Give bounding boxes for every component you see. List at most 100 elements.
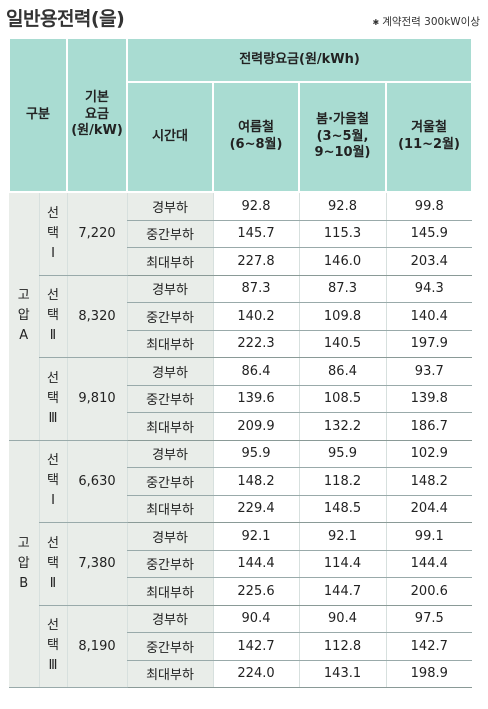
spring-fall-rate: 115.3 [298,220,387,248]
winter-rate: 97.5 [385,605,473,633]
header-spring-fall-line2: (3~5월, [316,128,369,144]
base-rate-value: 8,320 [66,275,128,358]
base-rate-value: 6,630 [66,440,128,523]
spring-fall-rate: 118.2 [298,467,387,496]
winter-rate: 197.9 [385,330,473,358]
option-label-char: 택 [47,308,59,324]
base-rate-value: 9,810 [66,357,128,441]
time-period: 경부하 [126,357,214,386]
spring-fall-rate: 109.8 [298,302,387,331]
time-period: 최대부하 [126,495,214,523]
winter-rate: 204.4 [385,495,473,523]
spring-fall-rate: 146.0 [298,247,387,276]
spring-fall-rate: 95.9 [298,440,387,468]
winter-rate: 94.3 [385,275,473,303]
winter-rate: 144.4 [385,550,473,578]
time-period: 최대부하 [126,660,214,688]
summer-rate: 209.9 [212,412,300,441]
table-row: 선 택 Ⅲ 8,190 경부하 90.4 90.4 97.5 [9,605,473,688]
header-winter: 겨울철 (11~2월) [385,81,474,193]
header-spring-fall: 봄·가을철 (3~5월, 9~10월) [298,81,388,193]
header-energy-rate: 전력량요금(원/kWh) [126,37,474,83]
voltage-group-char: 압 [17,308,30,324]
summer-rate: 224.0 [212,660,300,688]
time-period: 경부하 [126,192,214,221]
summer-rate: 227.8 [212,247,300,276]
option-label-char: Ⅱ [49,575,57,591]
summer-rate: 139.6 [212,385,300,413]
voltage-group-char: B [19,575,29,591]
option-label-char: Ⅰ [51,245,55,261]
voltage-group-char: A [19,328,29,344]
header-spring-fall-line1: 봄·가을철 [316,111,369,127]
summer-rate: 140.2 [212,302,300,331]
time-period: 경부하 [126,275,214,303]
table-body: 고 압 A 선 택 Ⅰ 7,220 경부하 92.8 92.8 99.8 중간부하 145.7 115.3… [9,192,473,688]
summer-rate: 148.2 [212,467,300,496]
summer-rate: 86.4 [212,357,300,386]
spring-fall-rate: 86.4 [298,357,387,386]
header-category: 구분 [7,37,69,193]
spring-fall-rate: 90.4 [298,605,387,633]
winter-rate: 140.4 [385,302,473,331]
header-winter-line1: 겨울철 [411,120,447,136]
summer-rate: 90.4 [212,605,300,633]
summer-rate: 225.6 [212,577,300,606]
time-period: 중간부하 [126,550,214,578]
option-label-char: 선 [47,205,59,221]
voltage-group-char: 고 [17,535,30,551]
asterisk-icon: ✱ [372,18,380,27]
option-label-char: 선 [47,288,59,304]
header-winter-line2: (11~2월) [398,137,460,152]
header-base-rate: 기본 요금 (원/kW) [66,37,129,193]
table-row: 최대부하 222.3 140.5 197.9 [9,330,473,358]
table-row: 중간부하 140.2 109.8 140.4 [9,302,473,331]
summer-rate: 142.7 [212,632,300,661]
header-time: 시간대 [126,81,215,193]
time-period: 경부하 [126,440,214,468]
page-title: 일반용전력(을) [6,8,125,30]
header-base-rate-line3: (원/kW) [71,123,123,139]
summer-rate: 92.1 [212,522,300,551]
table-row: 중간부하 142.7 112.8 142.7 [9,632,473,661]
summer-rate: 222.3 [212,330,300,358]
spring-fall-rate: 132.2 [298,412,387,441]
winter-rate: 139.8 [385,385,473,413]
header-base-rate-line1: 기본 [85,89,109,105]
voltage-group-char: 고 [17,288,30,304]
option-label-char: Ⅲ [48,658,58,674]
spring-fall-rate: 148.5 [298,495,387,523]
option-label-char: 선 [47,453,59,469]
option-label-char: 택 [47,473,59,489]
summer-rate: 229.4 [212,495,300,523]
option-label-char: 택 [47,390,59,406]
summer-rate: 87.3 [212,275,300,303]
spring-fall-rate: 108.5 [298,385,387,413]
time-period: 최대부하 [126,247,214,276]
header-spring-fall-line3: 9~10월) [314,145,371,161]
header-summer-line2: (6~8월) [229,137,283,152]
base-rate-value: 8,190 [66,605,128,688]
rate-table: 구분 기본 요금 (원/kW) 전력량요금(원/kWh) 시간대 여름철 (6~… [7,37,474,688]
table-row: 중간부하 148.2 118.2 148.2 [9,467,473,496]
option-label-char: Ⅲ [48,410,58,426]
option-label-char: Ⅱ [49,328,57,344]
time-period: 중간부하 [126,220,214,248]
winter-rate: 142.7 [385,632,473,661]
time-period: 최대부하 [126,577,214,606]
option-label-char: 선 [47,535,59,551]
option-label-char: 택 [47,555,59,571]
summer-rate: 95.9 [212,440,300,468]
time-period: 최대부하 [126,330,214,358]
winter-rate: 200.6 [385,577,473,606]
time-period: 중간부하 [126,632,214,661]
winter-rate: 99.1 [385,522,473,551]
table-row: 중간부하 145.7 115.3 145.9 [9,220,473,248]
spring-fall-rate: 92.1 [298,522,387,551]
time-period: 중간부하 [126,467,214,496]
contract-note: ✱ 계약전력 300kW이상 [372,14,480,29]
